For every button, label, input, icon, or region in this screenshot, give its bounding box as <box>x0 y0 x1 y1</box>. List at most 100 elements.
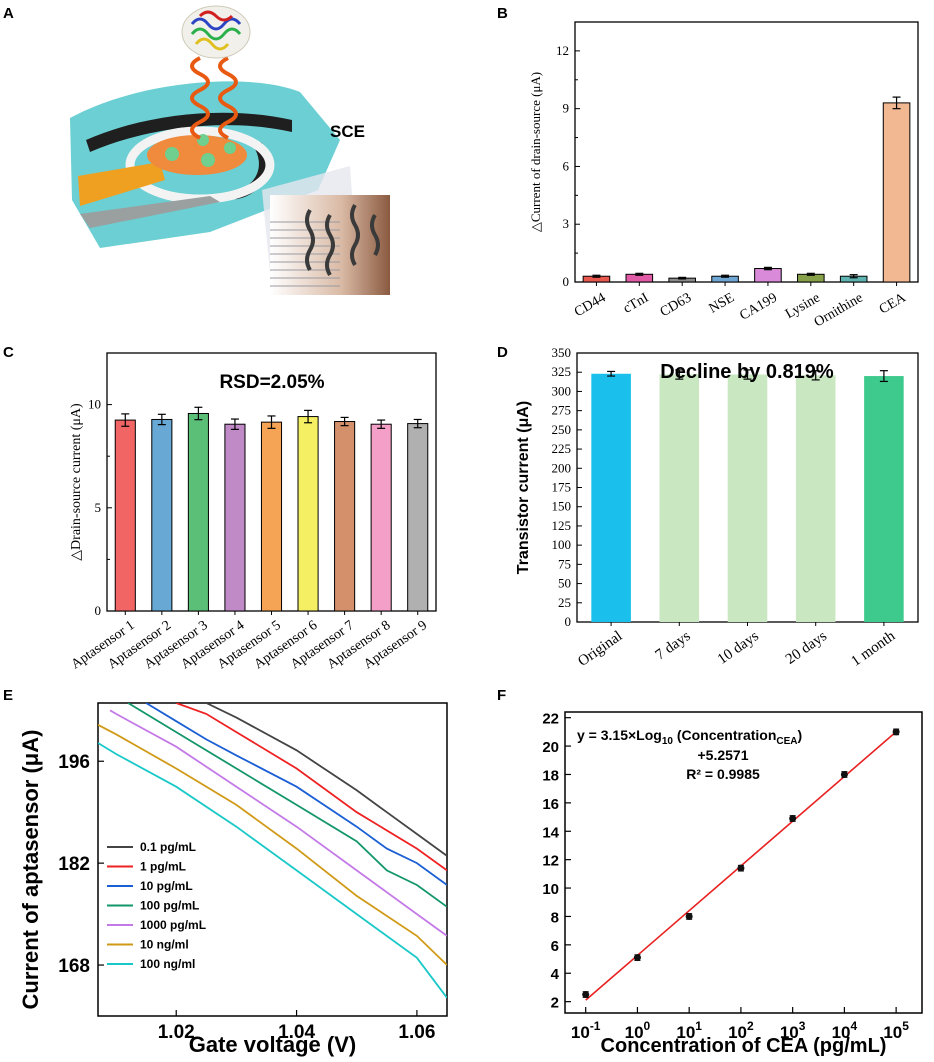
y-tick-label: 10 <box>88 397 101 412</box>
panel-label-e: E <box>3 687 13 704</box>
y-axis-label: Transistor current (μA) <box>515 401 532 574</box>
panel-label-f: F <box>497 687 506 704</box>
bar <box>882 102 911 283</box>
data-point <box>685 912 693 920</box>
legend-label: 100 pg/mL <box>140 899 199 913</box>
y-tick-label: 22 <box>542 711 559 728</box>
y-tick-label: 325 <box>552 364 572 379</box>
x-category-label: CD63 <box>658 290 694 320</box>
x-category-label: 1 month <box>848 628 898 670</box>
legend-label: 1000 pg/mL <box>140 918 206 932</box>
fit-r-squared: R² = 0.9985 <box>686 766 760 782</box>
y-tick-label: 3 <box>563 216 570 231</box>
bar <box>591 373 631 622</box>
x-axis-label: Concentration of CEA (pg/mL) <box>601 1035 887 1057</box>
data-point <box>840 770 848 778</box>
bar <box>407 423 429 612</box>
panel-label-a: A <box>3 5 14 22</box>
legend-label: 1 pg/mL <box>140 860 186 874</box>
electrode-arc <box>86 112 292 152</box>
series-line <box>145 703 447 886</box>
y-tick-label: 175 <box>552 480 572 495</box>
fit-intercept: +5.2571 <box>698 747 749 763</box>
bar <box>795 375 836 622</box>
y-tick-label: 200 <box>552 460 572 475</box>
y-tick-label: 50 <box>558 576 571 591</box>
y-tick-label: 16 <box>542 796 559 813</box>
y-tick-label: 5 <box>95 500 102 515</box>
bar <box>224 423 246 612</box>
bar <box>727 374 768 622</box>
y-tick-label: 100 <box>552 537 572 552</box>
x-tick-label: 1.02 <box>158 1022 195 1043</box>
bar <box>754 268 782 283</box>
y-tick-label: 182 <box>58 854 90 875</box>
x-category-label: 7 days <box>653 628 694 663</box>
series-line <box>109 709 447 937</box>
y-tick-label: 20 <box>542 739 559 756</box>
legend-label: 0.1 pg/mL <box>140 840 196 854</box>
x-category-label: CD44 <box>572 290 608 320</box>
panel-label-b: B <box>497 5 508 22</box>
data-point <box>582 991 590 999</box>
data-point <box>892 728 900 736</box>
legend-label: 10 ng/ml <box>140 938 189 952</box>
bar <box>659 374 700 622</box>
series-line <box>98 742 447 999</box>
y-tick-label: 25 <box>558 595 571 610</box>
bar <box>151 418 173 612</box>
bar <box>334 421 356 612</box>
y-tick-label: 196 <box>58 752 90 773</box>
y-tick-label: 10 <box>542 881 559 898</box>
y-tick-label: 12 <box>556 43 569 58</box>
y-tick-label: 18 <box>542 767 559 784</box>
x-tick-label: 1.04 <box>278 1022 315 1043</box>
fit-equation: y = 3.15×Log10 (ConcentrationCEA) <box>577 727 802 747</box>
bar <box>114 419 136 612</box>
chart-f: 2 4 6 8 10 12 14 16 18 20 22 10-1 100 101 102 103 104 105… <box>542 711 923 1057</box>
y-tick-label: 6 <box>563 158 570 173</box>
x-tick-label: 10-1 <box>571 1019 601 1042</box>
x-category-label: Original <box>575 628 625 670</box>
protein-structure <box>181 5 251 59</box>
plot-frame <box>564 711 923 1014</box>
bar <box>370 423 392 612</box>
x-tick-label: 100 <box>625 1019 651 1042</box>
chart-title: RSD=2.05% <box>219 372 324 393</box>
chart-d: 0 25 50 75 100 125 150 175 200 225 250 275 300 325 350… <box>515 345 919 670</box>
x-tick-label: 1.06 <box>398 1022 435 1043</box>
data-point <box>737 864 745 872</box>
y-tick-label: 350 <box>552 345 572 360</box>
aptamer-helix-left <box>190 56 210 140</box>
y-tick-label: 275 <box>552 403 572 418</box>
chart-title: Decline by 0.819% <box>660 361 834 383</box>
y-tick-label: 0 <box>563 274 570 289</box>
x-tick-label: 101 <box>676 1019 702 1042</box>
y-tick-label: 300 <box>552 383 572 398</box>
sce-label: SCE <box>330 122 365 141</box>
data-point <box>789 814 797 822</box>
x-category-label: Ornithine <box>812 290 866 330</box>
y-tick-label: 125 <box>552 518 572 533</box>
y-tick-label: 6 <box>551 938 559 955</box>
panel-a-illustration: SCE <box>70 5 390 295</box>
y-axis-label: △Drain-source current (μA) <box>69 403 84 561</box>
plot-frame <box>97 702 448 1017</box>
aptamer-helix-right <box>218 56 238 140</box>
y-tick-label: 150 <box>552 499 572 514</box>
panel-label-d: D <box>497 344 508 361</box>
y-tick-label: 0 <box>565 614 572 629</box>
bar <box>864 376 904 622</box>
y-tick-label: 4 <box>551 966 560 983</box>
y-tick-label: 2 <box>551 995 559 1012</box>
plot-frame <box>574 21 919 283</box>
gold-electrode <box>78 162 165 206</box>
x-category-label: NSE <box>707 290 737 316</box>
chart-e: 168 182 196 1.02 1.04 1.06 Gate voltage (V) Cur… <box>18 702 448 1057</box>
y-tick-label: 9 <box>563 101 570 116</box>
x-tick-label: 103 <box>780 1019 806 1042</box>
legend-label: 100 ng/ml <box>140 957 195 971</box>
